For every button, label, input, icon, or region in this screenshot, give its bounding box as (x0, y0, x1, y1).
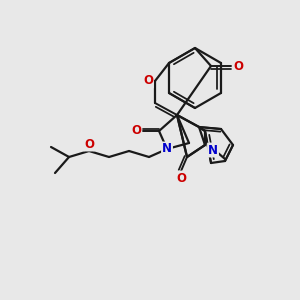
Text: N: N (208, 143, 218, 157)
Text: N: N (162, 142, 172, 155)
Text: O: O (233, 59, 243, 73)
Text: O: O (143, 74, 153, 88)
Text: O: O (176, 172, 186, 184)
Text: O: O (84, 137, 94, 151)
Text: O: O (131, 124, 141, 137)
